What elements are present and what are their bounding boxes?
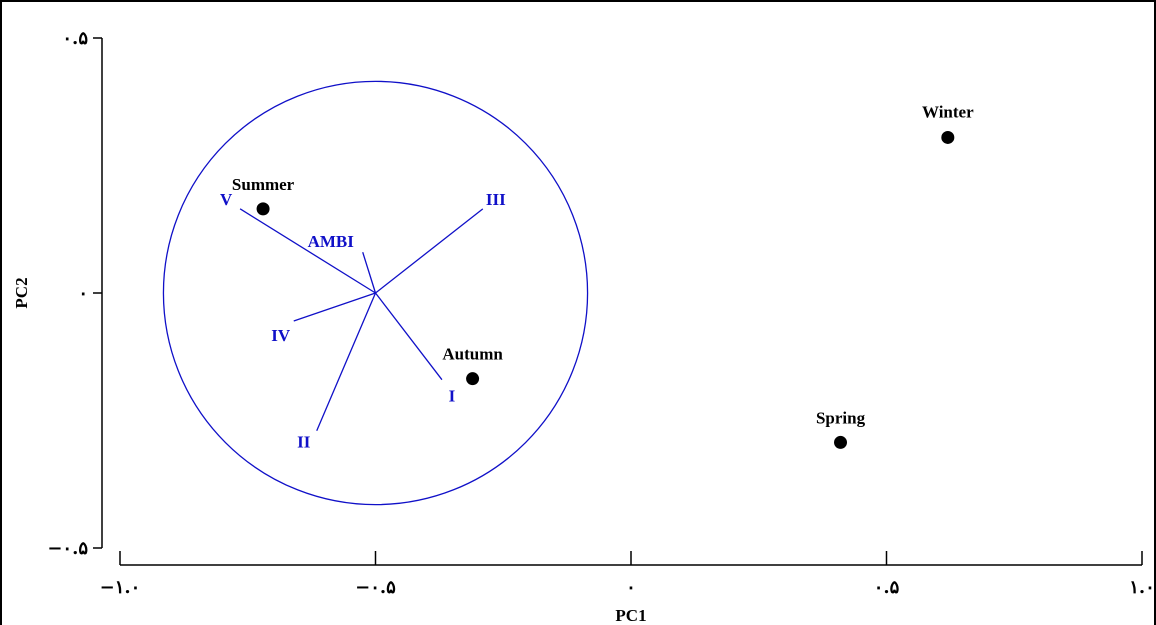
correlation-circle: [162, 80, 589, 506]
vector-label: IV: [271, 326, 291, 345]
y-tick-label: ۰.۵: [62, 28, 88, 49]
y-tick-label: −۰.۵: [47, 538, 88, 559]
vector-label: I: [449, 387, 456, 406]
data-point: [941, 130, 955, 144]
vector-line: [374, 292, 443, 381]
x-tick-label: −۱.۰: [100, 577, 141, 598]
point-label: Autumn: [442, 345, 503, 364]
x-tick-label: ۱.۰: [1129, 577, 1155, 598]
vector-label: AMBI: [308, 232, 355, 251]
point-label: Spring: [816, 408, 866, 427]
y-tick-label: ۰: [78, 283, 88, 304]
vector-line: [316, 292, 377, 431]
y-ticks: ۰.۵ ۰ −۰.۵: [47, 28, 102, 559]
data-point: [466, 372, 480, 386]
x-axis-title: PC1: [615, 606, 646, 625]
vector-line: [239, 208, 376, 294]
vector-line: [362, 252, 377, 294]
vector-label: III: [486, 190, 506, 209]
vector-label: II: [297, 433, 311, 452]
x-ticks: −۱.۰ −۰.۵ ۰ ۰.۵ ۱.۰: [100, 551, 1155, 598]
x-tick-label: ۰: [626, 577, 636, 598]
vector-line: [375, 208, 484, 294]
point-label: Winter: [922, 102, 974, 121]
vector-line: [293, 292, 376, 322]
data-point: [256, 202, 270, 216]
vector-label: V: [220, 190, 233, 209]
y-axis-title: PC2: [12, 277, 31, 308]
x-tick-label: −۰.۵: [355, 577, 396, 598]
x-tick-label: ۰.۵: [874, 577, 900, 598]
data-point: [834, 435, 848, 449]
point-label: Summer: [232, 175, 295, 194]
